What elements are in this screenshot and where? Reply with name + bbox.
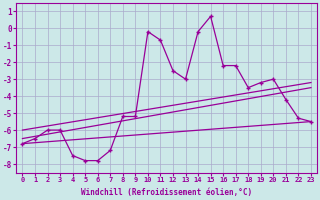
X-axis label: Windchill (Refroidissement éolien,°C): Windchill (Refroidissement éolien,°C)	[81, 188, 252, 197]
